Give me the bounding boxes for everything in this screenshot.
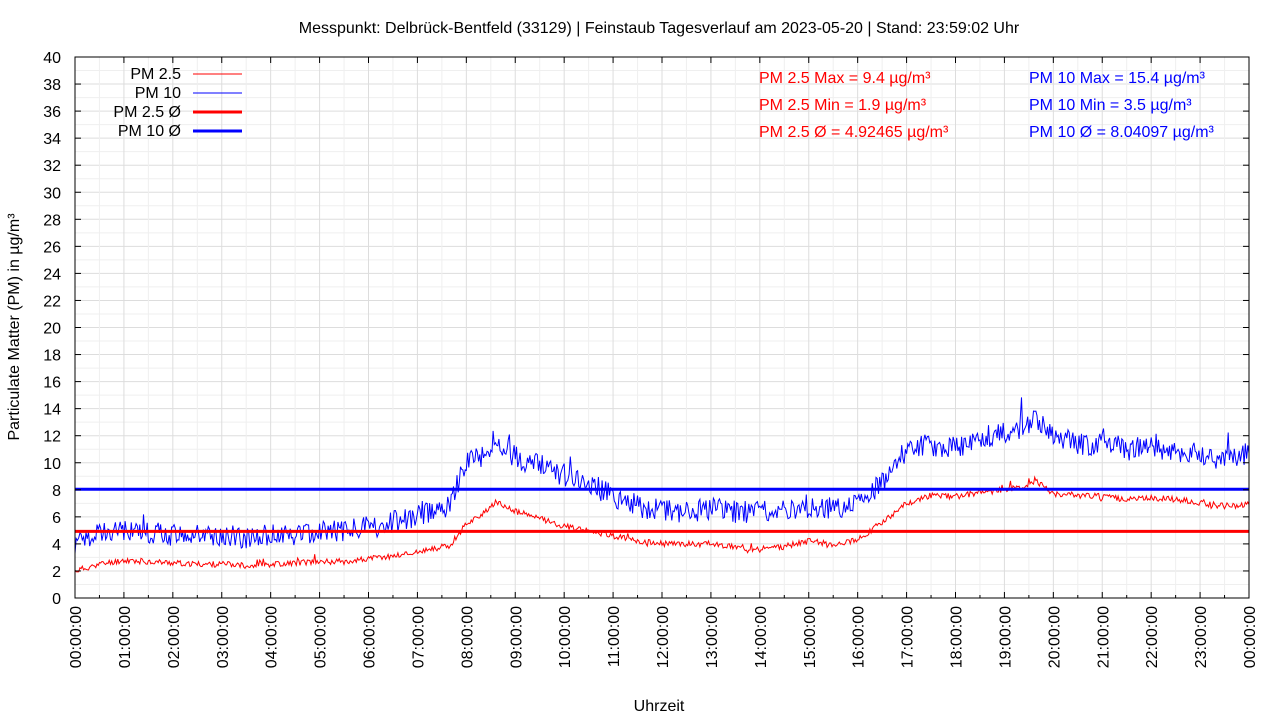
x-tick-label: 11:00:00	[606, 606, 623, 667]
y-tick-label: 30	[43, 185, 61, 202]
x-tick-label: 19:00:00	[997, 606, 1014, 668]
x-tick-label: 08:00:00	[459, 606, 476, 668]
annotation-pm25: PM 2.5 Min = 1.9 µg/m³	[759, 97, 927, 114]
y-tick-label: 32	[43, 158, 61, 175]
x-tick-label: 10:00:00	[557, 606, 574, 668]
series-line-pm10	[74, 397, 1250, 554]
x-tick-label: 14:00:00	[753, 606, 770, 668]
x-tick-label: 16:00:00	[851, 606, 868, 668]
y-tick-label: 12	[43, 429, 61, 446]
y-tick-label: 24	[43, 266, 61, 283]
x-axis-label: Uhrzeit	[634, 698, 685, 715]
x-tick-label: 23:00:00	[1193, 606, 1210, 668]
x-tick-label: 18:00:00	[949, 606, 966, 668]
series-lines	[74, 397, 1250, 573]
x-tick-label: 03:00:00	[215, 606, 232, 668]
axis-ticks	[74, 56, 1250, 599]
y-tick-label: 26	[43, 239, 61, 256]
y-tick-label: 4	[52, 537, 61, 554]
annotation-pm25: PM 2.5 Ø = 4.92465 µg/m³	[759, 124, 949, 141]
x-tick-labels: 00:00:00 01:00:00 02:00:00 03:00:00 04:00:00…	[68, 606, 1259, 668]
x-tick-label: 05:00:00	[313, 606, 330, 668]
y-tick-label: 22	[43, 293, 61, 310]
y-tick-label: 2	[52, 564, 61, 581]
y-tick-label: 16	[43, 375, 61, 392]
y-tick-label: 8	[52, 483, 61, 500]
legend-label: PM 2.5 Ø	[113, 104, 181, 121]
y-tick-label: 28	[43, 212, 61, 229]
annotation-pm10: PM 10 Max = 15.4 µg/m³	[1029, 70, 1206, 87]
y-tick-label: 6	[52, 510, 61, 527]
annotation-pm10: PM 10 Ø = 8.04097 µg/m³	[1029, 124, 1215, 141]
x-tick-label: 09:00:00	[508, 606, 525, 668]
y-tick-label: 18	[43, 348, 61, 365]
y-tick-label: 10	[43, 456, 61, 473]
chart-title: Messpunkt: Delbrück-Bentfeld (33129) | F…	[299, 20, 1020, 37]
x-tick-label: 00:00:00	[1242, 606, 1259, 668]
x-tick-label: 22:00:00	[1144, 606, 1161, 668]
x-tick-label: 15:00:00	[802, 606, 819, 668]
y-tick-label: 0	[52, 591, 61, 608]
x-tick-label: 06:00:00	[362, 606, 379, 668]
y-tick-label: 36	[43, 104, 61, 121]
x-tick-label: 01:00:00	[117, 606, 134, 668]
y-tick-label: 40	[43, 50, 61, 67]
x-tick-label: 13:00:00	[704, 606, 721, 668]
y-tick-label: 14	[43, 402, 61, 419]
x-tick-label: 12:00:00	[655, 606, 672, 668]
x-tick-label: 04:00:00	[264, 606, 281, 668]
average-lines	[75, 487, 1249, 533]
annotation-pm10: PM 10 Min = 3.5 µg/m³	[1029, 97, 1192, 114]
legend-label: PM 10	[135, 85, 181, 102]
legend-label: PM 10 Ø	[118, 123, 181, 140]
x-tick-label: 07:00:00	[410, 606, 427, 668]
legend: PM 2.5 PM 10 PM 2.5 Ø PM 10 Ø	[113, 66, 242, 140]
annotations: PM 2.5 Max = 9.4 µg/m³ PM 2.5 Min = 1.9 µ…	[759, 70, 1215, 141]
y-tick-label: 38	[43, 77, 61, 94]
annotation-pm25: PM 2.5 Max = 9.4 µg/m³	[759, 70, 931, 87]
legend-label: PM 2.5	[130, 66, 181, 83]
x-tick-label: 17:00:00	[900, 606, 917, 668]
series-line-pm25	[74, 475, 1250, 573]
x-tick-label: 00:00:00	[68, 606, 85, 668]
x-tick-label: 21:00:00	[1095, 606, 1112, 668]
y-tick-label: 20	[43, 321, 61, 338]
y-axis-label: Particulate Matter (PM) in µg/m³	[6, 213, 23, 441]
y-tick-label: 34	[43, 131, 61, 148]
x-tick-label: 02:00:00	[166, 606, 183, 668]
x-tick-label: 20:00:00	[1046, 606, 1063, 668]
